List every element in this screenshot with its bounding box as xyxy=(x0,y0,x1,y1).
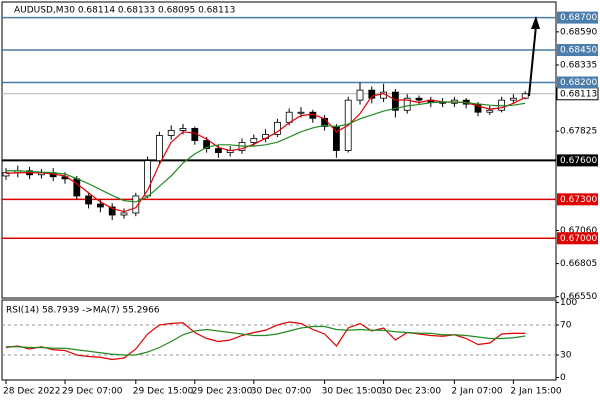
candle-body xyxy=(73,178,81,197)
chart-title: AUDUSD,M30 0.68114 0.68133 0.68095 0.681… xyxy=(14,6,235,16)
level-label-box xyxy=(557,76,598,89)
y-tick-label: 0.68335 xyxy=(560,60,597,70)
current-price-label: 0.68113 xyxy=(560,89,597,99)
y-tick-label: 0 xyxy=(560,373,566,383)
main-frame xyxy=(1,1,557,299)
y-tick-label: 100 xyxy=(560,298,577,308)
candle-body xyxy=(368,89,376,99)
candle-body xyxy=(250,138,258,143)
candle-body xyxy=(415,97,423,101)
level-label: 0.67600 xyxy=(560,156,597,166)
candle-body xyxy=(356,89,364,101)
y-tick-label: 0.66805 xyxy=(560,259,597,269)
candle-body xyxy=(509,97,517,101)
indicator-line xyxy=(6,325,526,356)
candle-body xyxy=(97,203,104,208)
candle-body xyxy=(391,91,399,111)
y-tick-label: 0.67060 xyxy=(560,226,597,236)
x-tick-label: 30 Dec 15:00 xyxy=(322,387,383,397)
level-label-box xyxy=(557,11,598,24)
level-label-box xyxy=(557,154,598,167)
candle-body xyxy=(214,148,222,153)
x-tick-label: 2 Jan 15:00 xyxy=(510,387,562,397)
level-label-box xyxy=(557,193,598,206)
level-label-box xyxy=(557,232,598,245)
rsi-title: RSI(14) 58.7939 ->MA(7) 55.2966 xyxy=(6,306,160,316)
y-tick-label: 0.66550 xyxy=(560,292,597,302)
candle-body xyxy=(403,97,411,111)
x-tick-label: 29 Dec 15:00 xyxy=(133,387,194,397)
level-label: 0.68450 xyxy=(560,46,597,56)
level-label: 0.68700 xyxy=(560,13,597,23)
arrow xyxy=(528,16,540,97)
indicator-line xyxy=(5,321,526,361)
x-tick-label: 29 Dec 23:00 xyxy=(192,387,253,397)
y-tick-label: 0.68590 xyxy=(560,27,597,37)
level-label: 0.67000 xyxy=(560,234,597,244)
level-label: 0.67300 xyxy=(560,195,597,205)
candle-body xyxy=(203,140,211,149)
y-tick-label: 0.67825 xyxy=(560,127,597,137)
y-tick-label: 70 xyxy=(560,321,572,331)
x-tick-label: 29 Dec 07:00 xyxy=(62,387,123,397)
x-tick-label: 30 Dec 23:00 xyxy=(381,387,442,397)
indicator-line xyxy=(6,101,526,203)
candle-body xyxy=(273,121,281,135)
y-tick-label: 30 xyxy=(560,351,572,361)
rsi-frame xyxy=(1,299,557,381)
candle-body xyxy=(155,135,163,162)
candle-body xyxy=(167,129,175,136)
main-panel: 0.68590 0.68335 0.67825 0.67060 0.66805 0.665… xyxy=(2,11,599,397)
indicator-line xyxy=(5,92,526,213)
rsi-panel: 100 70 30 0 xyxy=(2,298,577,383)
candle-body xyxy=(297,111,305,114)
x-tick-label: 2 Jan 07:00 xyxy=(451,387,503,397)
level-label-box xyxy=(557,44,598,57)
candle-body xyxy=(179,128,187,131)
candle-body xyxy=(120,212,128,216)
candle-body xyxy=(132,195,140,214)
x-tick-label: 30 Dec 07:00 xyxy=(251,387,312,397)
candle-body xyxy=(108,206,116,216)
candle-body xyxy=(486,109,494,113)
level-label: 0.68200 xyxy=(560,78,597,88)
candle-body xyxy=(85,195,92,205)
candle-body xyxy=(2,172,10,177)
x-tick-label: 28 Dec 2022 xyxy=(3,387,61,397)
candle-body xyxy=(521,93,529,99)
